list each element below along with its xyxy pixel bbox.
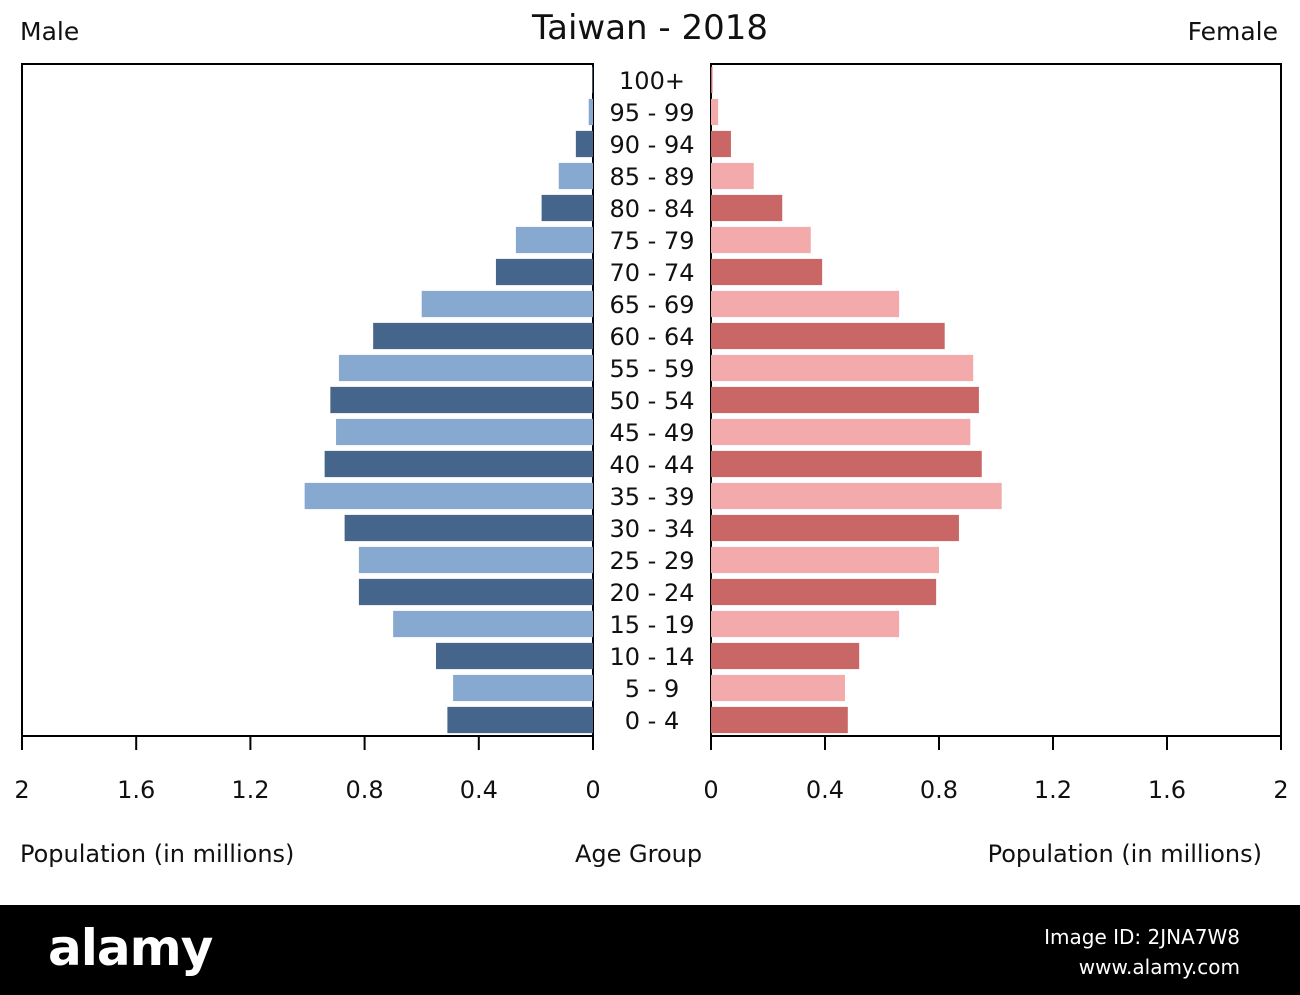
male-bar-16: [541, 194, 593, 222]
brand-logo: alamy: [48, 919, 213, 977]
male-bar-5: [358, 546, 593, 574]
age-group-label: 90 - 94: [610, 131, 695, 159]
female-bar-18: [711, 130, 731, 158]
age-group-label: 60 - 64: [610, 323, 695, 351]
male-x-tick-label: 0: [585, 776, 600, 804]
female-bar-11: [711, 354, 974, 382]
brand-url-text: www.alamy.com: [1078, 955, 1240, 979]
female-bar-15: [711, 226, 811, 254]
age-group-label: 65 - 69: [610, 291, 695, 319]
female-x-tick-label: 0.8: [920, 776, 958, 804]
age-group-label: 95 - 99: [610, 99, 695, 127]
female-bar-7: [711, 482, 1002, 510]
female-bar-2: [711, 642, 860, 670]
male-bar-17: [558, 162, 593, 190]
female-x-tick-label: 0: [703, 776, 718, 804]
male-bar-19: [588, 98, 593, 126]
male-bar-8: [324, 450, 593, 478]
age-group-label: 55 - 59: [610, 355, 695, 383]
female-bar-6: [711, 514, 959, 542]
population-pyramid-chart: 0 - 4 5 - 9 10 - 14 15 - 19 20 - 24 25 - 29 30…: [14, 63, 1289, 804]
male-bar-18: [575, 130, 593, 158]
male-bar-1: [453, 674, 593, 702]
male-bar-7: [304, 482, 593, 510]
male-bar-0: [447, 706, 593, 734]
male-bar-11: [338, 354, 593, 382]
male-bar-3: [393, 610, 593, 638]
age-group-label: 100+: [619, 67, 685, 95]
age-group-label: 30 - 34: [610, 515, 695, 543]
age-group-label: 5 - 9: [625, 675, 679, 703]
age-group-label: 40 - 44: [610, 451, 695, 479]
female-panel-label: Female: [1187, 17, 1278, 46]
age-group-label: 75 - 79: [610, 227, 695, 255]
male-bar-13: [421, 290, 593, 318]
male-x-tick-label: 1.2: [231, 776, 269, 804]
male-x-tick-label: 0.4: [460, 776, 498, 804]
male-bar-4: [358, 578, 593, 606]
female-bar-17: [711, 162, 754, 190]
male-x-tick-label: 2: [14, 776, 29, 804]
age-group-label: 10 - 14: [610, 643, 695, 671]
female-bar-14: [711, 258, 823, 286]
female-x-axis-label: Population (in millions): [987, 840, 1262, 868]
age-group-label: 50 - 54: [610, 387, 695, 415]
female-bar-12: [711, 322, 945, 350]
female-bar-0: [711, 706, 848, 734]
female-x-tick-label: 1.2: [1034, 776, 1072, 804]
female-bar-19: [711, 98, 719, 126]
age-group-label: 70 - 74: [610, 259, 695, 287]
age-group-label: 25 - 29: [610, 547, 695, 575]
male-bar-15: [515, 226, 593, 254]
female-x-tick-label: 1.6: [1148, 776, 1186, 804]
male-bar-14: [495, 258, 593, 286]
male-x-axis-label: Population (in millions): [20, 840, 295, 868]
male-bar-2: [435, 642, 593, 670]
female-x-tick-label: 2: [1273, 776, 1288, 804]
age-group-label: 45 - 49: [610, 419, 695, 447]
chart-title: Taiwan - 2018: [531, 8, 769, 48]
age-group-label: 15 - 19: [610, 611, 695, 639]
male-bar-6: [344, 514, 593, 542]
female-bar-9: [711, 418, 971, 446]
age-group-label: 35 - 39: [610, 483, 695, 511]
male-bar-9: [336, 418, 593, 446]
female-bar-10: [711, 386, 979, 414]
age-group-label: 80 - 84: [610, 195, 695, 223]
female-bar-3: [711, 610, 900, 638]
image-id-text: Image ID: 2JNA7W8: [1044, 925, 1240, 949]
male-bar-20: [592, 66, 593, 94]
female-x-tick-label: 0.4: [806, 776, 844, 804]
male-bar-10: [330, 386, 593, 414]
watermark-footer: alamy Image ID: 2JNA7W8 www.alamy.com: [0, 905, 1300, 995]
male-panel-label: Male: [20, 17, 80, 46]
female-bar-20: [711, 66, 713, 94]
male-x-tick-label: 1.6: [117, 776, 155, 804]
female-bar-13: [711, 290, 900, 318]
female-bar-16: [711, 194, 783, 222]
male-bar-12: [373, 322, 593, 350]
age-group-label: 0 - 4: [625, 707, 679, 735]
female-bar-1: [711, 674, 845, 702]
female-bar-4: [711, 578, 937, 606]
age-group-axis-label: Age Group: [575, 840, 703, 868]
age-group-label: 20 - 24: [610, 579, 695, 607]
female-bar-8: [711, 450, 982, 478]
female-bar-5: [711, 546, 939, 574]
age-group-label: 85 - 89: [610, 163, 695, 191]
male-x-tick-label: 0.8: [346, 776, 384, 804]
